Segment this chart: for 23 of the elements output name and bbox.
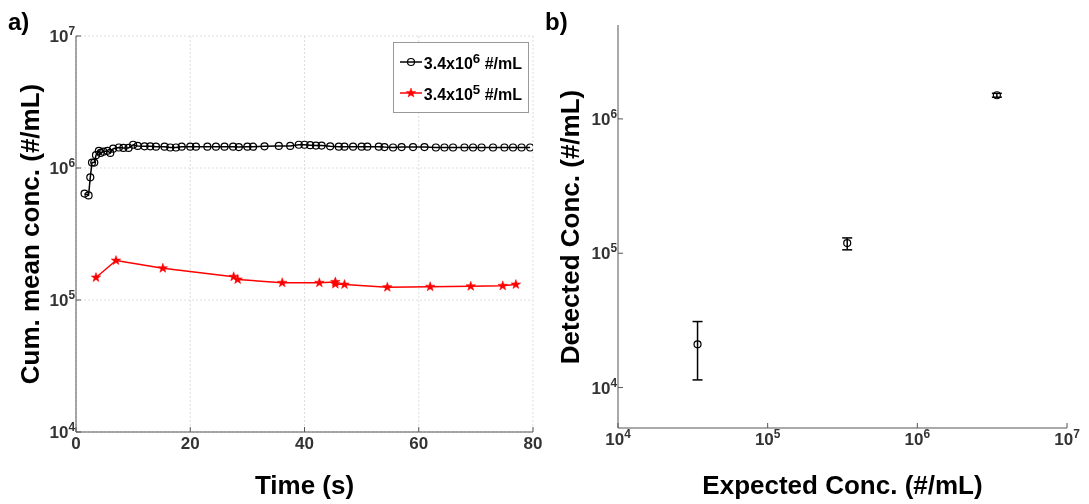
y-tick-label: 10$^{6}$ — [591, 106, 618, 129]
legend-label: 3.4x10$^{6}$ #/mL — [423, 50, 522, 75]
y-axis-title: Detected Conc. (#/mL) — [554, 89, 586, 364]
y-tick-label: 10$^{7}$ — [49, 24, 76, 46]
x-tick-label: 10$^{5}$ — [754, 427, 781, 449]
x-tick-label: 10$^{6}$ — [904, 427, 931, 449]
x-axis-title: Expected Conc. (#/mL) — [702, 469, 983, 501]
y-tick-label: 10$^{4}$ — [591, 375, 618, 398]
x-tick-label: 60 — [409, 434, 429, 453]
chart-title: b) — [545, 8, 568, 36]
x-tick-label: 40 — [295, 434, 314, 453]
x-tick-label: 80 — [523, 434, 543, 453]
x-tick-label: 10$^{4}$ — [605, 427, 632, 449]
y-tick-label: 10$^{5}$ — [591, 241, 618, 264]
chart-title: a) — [8, 8, 30, 36]
y-tick-label: 10$^{6}$ — [49, 156, 76, 178]
x-axis-title: Time (s) — [254, 469, 355, 501]
x-tick-label: 0 — [71, 434, 81, 453]
x-tick-label: 20 — [180, 434, 200, 453]
y-axis-title: Cum. mean conc. (#/mL) — [14, 83, 46, 385]
legend-label: 3.4x10$^{5}$ #/mL — [423, 81, 522, 106]
x-tick-label: 10$^{7}$ — [1054, 427, 1081, 449]
y-tick-label: 10$^{5}$ — [49, 288, 76, 310]
